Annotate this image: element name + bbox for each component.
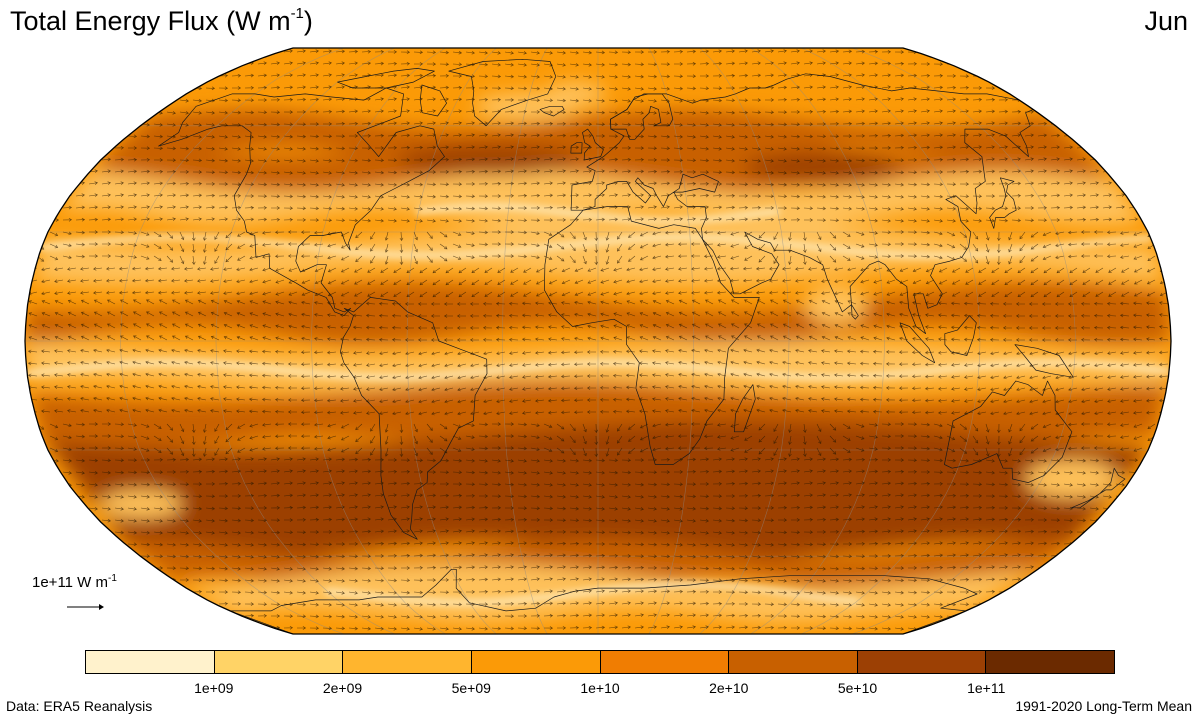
coastline-australia <box>944 380 1073 483</box>
coastline-borneo <box>944 315 977 356</box>
colorbar-box <box>985 651 1114 673</box>
coastline-baffin <box>419 84 447 117</box>
flux-patch <box>543 81 607 106</box>
colorbar-tick-label: 1e+11 <box>967 680 1006 696</box>
colorbar-tick-label: 1e+10 <box>580 680 620 696</box>
reference-vector-text: 1e+11 W m <box>32 574 109 591</box>
colorbar-box <box>86 651 214 673</box>
title-exponent: -1 <box>290 5 304 22</box>
colorbar-box <box>599 651 729 673</box>
flux-band <box>32 217 1165 286</box>
coastline-africa <box>544 206 760 465</box>
colorbar <box>85 650 1115 674</box>
colorbar-tick-label: 5e+10 <box>837 680 878 696</box>
colorbar-tick-label: 5e+09 <box>451 680 491 696</box>
flux-patch <box>804 285 867 324</box>
coastline-greenland <box>448 58 557 127</box>
coastline-sri-lanka <box>851 304 859 320</box>
period-label: 1991-2020 Long-Term Mean <box>1015 698 1192 714</box>
map-outline <box>24 47 1172 635</box>
colorbar-tick-label: 2e+10 <box>709 680 749 696</box>
colorbar-ticks: 1e+09 2e+09 5e+09 1e+10 2e+10 5e+10 1e+11 <box>85 680 1115 698</box>
flux-patch <box>1024 459 1119 499</box>
colorbar-box <box>342 651 471 673</box>
coastline-uk <box>582 128 604 161</box>
colorbar-box <box>470 651 600 673</box>
flux-band <box>185 562 1042 623</box>
flux-core <box>743 152 900 182</box>
title-close: ) <box>303 6 313 36</box>
coastline-scandinavia <box>610 93 674 140</box>
map-title: Total Energy Flux (W m-1) <box>10 4 313 38</box>
reference-vector-arrow <box>67 604 104 610</box>
coastline-new-zealand <box>1071 467 1126 509</box>
reference-vector-label: 1e+11 W m-1 <box>32 573 117 592</box>
coastline-iceland <box>539 105 565 117</box>
colorbar-box <box>856 651 986 673</box>
coastline-south-america <box>340 297 488 540</box>
coastline-madagascar <box>733 384 756 433</box>
coastline-ireland <box>570 142 583 154</box>
flux-band <box>43 420 1149 559</box>
coastline-north-america <box>158 87 445 316</box>
coastline-new-guinea <box>1014 344 1074 378</box>
month-label: Jun <box>1144 6 1188 36</box>
data-source-label: Data: ERA5 Reanalysis <box>6 698 153 714</box>
coastline-sumatra <box>899 322 936 364</box>
world-map <box>24 47 1172 635</box>
flux-core <box>375 457 584 501</box>
coastline-japan <box>989 177 1017 229</box>
flux-patch <box>99 489 184 519</box>
colorbar-box <box>213 651 343 673</box>
colorbar-box <box>728 651 857 673</box>
colorbar-tick-label: 2e+09 <box>322 680 363 696</box>
title-text: Total Energy Flux (W m <box>10 6 291 36</box>
colorbar-tick-label: 1e+09 <box>194 680 234 696</box>
reference-vector-exponent: -1 <box>108 573 117 584</box>
